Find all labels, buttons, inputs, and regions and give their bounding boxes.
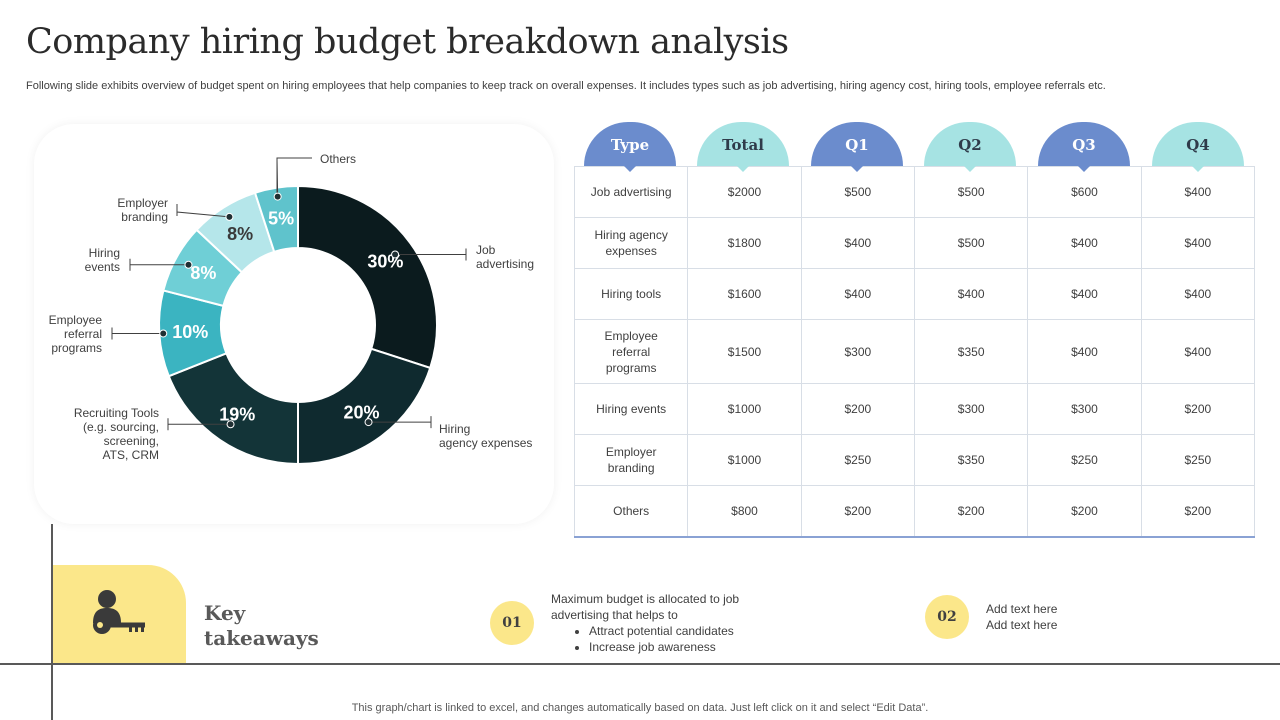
q4-cell: $400 (1140, 166, 1256, 218)
slice-label-employee-referral: 10% (172, 322, 208, 342)
divider-horizontal (0, 663, 1280, 665)
table-header-row: Type Total Q1 Q2 Q3 Q4 (574, 118, 1255, 172)
takeaway-text-02[interactable]: Add text here Add text here (986, 602, 1058, 632)
table-row[interactable]: Job advertising $2000 $500 $500 $600 $40… (573, 166, 1256, 218)
q3-cell: $400 (1027, 319, 1142, 384)
slice-job-advertising[interactable] (297, 184, 438, 370)
page-subtitle: Following slide exhibits overview of bud… (26, 80, 1106, 92)
q4-cell: $400 (1140, 319, 1256, 384)
header-total[interactable]: Total (697, 122, 789, 172)
takeaway-badge-01: 01 (490, 601, 534, 645)
leader-dot-employee-referral (159, 329, 168, 338)
footer-note: This graph/chart is linked to excel, and… (351, 702, 929, 714)
callout-hiring-events: Hiring events (84, 246, 120, 274)
row-type-cell: Employee referral programs (573, 319, 689, 384)
budget-table-body: Job advertising $2000 $500 $500 $600 $40… (573, 166, 1256, 538)
table-row[interactable]: Employer branding $1000 $250 $350 $250 $2… (573, 434, 1256, 486)
row-type-cell: Hiring tools (573, 268, 689, 320)
slice-others[interactable] (253, 184, 299, 254)
table-row[interactable]: Hiring events $1000 $200 $300 $300 $200 (573, 383, 1256, 435)
total-cell: $1000 (687, 383, 802, 435)
q2-cell: $200 (913, 485, 1029, 538)
row-type-cell: Others (573, 485, 689, 538)
donut-chart[interactable]: 30%20%19%10%8%8%5% (0, 0, 560, 530)
q1-cell: $400 (800, 268, 915, 320)
callout-employer-branding: Employer branding (117, 196, 168, 224)
header-q4[interactable]: Q4 (1152, 122, 1244, 172)
bullet-item: Increase job awareness (589, 639, 739, 655)
q4-cell: $200 (1140, 383, 1256, 435)
slice-label-others: 5% (268, 208, 294, 228)
total-cell: $1500 (687, 319, 802, 384)
q2-cell: $500 (913, 217, 1029, 269)
total-cell: $1000 (687, 434, 802, 486)
key-takeaways-heading: Key takeaways (204, 601, 319, 650)
callout-job-advertising: Job advertising (476, 243, 535, 271)
row-type-cell: Employer branding (573, 434, 689, 486)
takeaway-text-01: Maximum budget is allocated to job adver… (551, 591, 739, 655)
q1-cell: $200 (800, 383, 915, 435)
callout-recruiting-tools: Recruiting Tools (e.g. sourcing, screeni… (73, 406, 159, 462)
q1-cell: $200 (800, 485, 915, 538)
divider-vertical (51, 524, 53, 720)
leader-dot-recruiting-tools (226, 420, 235, 429)
q2-cell: $500 (913, 166, 1029, 218)
q1-cell: $400 (800, 217, 915, 269)
q1-cell: $300 (800, 319, 915, 384)
callout-hiring-agency: Hiring agency expenses (439, 422, 533, 450)
leader-dot-hiring-agency (364, 418, 373, 427)
row-type-cell: Hiring agency expenses (573, 217, 689, 269)
callout-others: Others (320, 152, 357, 166)
q4-cell: $200 (1140, 485, 1256, 538)
q2-cell: $300 (913, 383, 1029, 435)
slice-label-employer-branding: 8% (227, 224, 253, 244)
q2-cell: $350 (913, 319, 1029, 384)
table-row[interactable]: Hiring agency expenses $1800 $400 $500 $4… (573, 217, 1256, 269)
q2-cell: $400 (913, 268, 1029, 320)
bullet-item: Attract potential candidates (589, 623, 739, 639)
table-row[interactable]: Hiring tools $1600 $400 $400 $400 $400 (573, 268, 1256, 320)
row-type-cell: Job advertising (573, 166, 689, 218)
q3-cell: $400 (1027, 217, 1142, 269)
total-cell: $800 (687, 485, 802, 538)
budget-table: Type Total Q1 Q2 Q3 Q4 Job advertising $… (573, 118, 1256, 538)
person-key-icon (93, 590, 145, 634)
q1-cell: $500 (800, 166, 915, 218)
total-cell: $2000 (687, 166, 802, 218)
leader-dot-others (273, 192, 282, 201)
q4-cell: $400 (1140, 268, 1256, 320)
total-cell: $1800 (687, 217, 802, 269)
q2-cell: $350 (913, 434, 1029, 486)
header-q1[interactable]: Q1 (811, 122, 903, 172)
table-row[interactable]: Employee referral programs $1500 $300 $350… (573, 319, 1256, 384)
q3-cell: $400 (1027, 268, 1142, 320)
leader-dot-job-advertising (391, 250, 400, 259)
leader-dot-employer-branding (225, 212, 234, 221)
header-q2[interactable]: Q2 (924, 122, 1016, 172)
slice-label-recruiting-tools: 19% (219, 404, 255, 424)
key-takeaways-panel (53, 565, 186, 663)
q4-cell: $250 (1140, 434, 1256, 486)
header-type[interactable]: Type (584, 122, 676, 172)
row-type-cell: Hiring events (573, 383, 689, 435)
slice-label-hiring-events: 8% (190, 263, 216, 283)
table-row[interactable]: Others $800 $200 $200 $200 $200 (573, 485, 1256, 538)
q3-cell: $200 (1027, 485, 1142, 538)
q3-cell: $300 (1027, 383, 1142, 435)
header-q3[interactable]: Q3 (1038, 122, 1130, 172)
takeaway-badge-02: 02 (925, 595, 969, 639)
takeaway-bullets: Attract potential candidates Increase jo… (551, 623, 739, 655)
q3-cell: $600 (1027, 166, 1142, 218)
leader-dot-hiring-events (184, 260, 193, 269)
total-cell: $1600 (687, 268, 802, 320)
q3-cell: $250 (1027, 434, 1142, 486)
callout-employee-referral: Employee referral programs (48, 313, 102, 355)
q1-cell: $250 (800, 434, 915, 486)
q4-cell: $400 (1140, 217, 1256, 269)
page-title: Company hiring budget breakdown analysis (26, 22, 789, 62)
slice-label-hiring-agency: 20% (343, 402, 379, 422)
